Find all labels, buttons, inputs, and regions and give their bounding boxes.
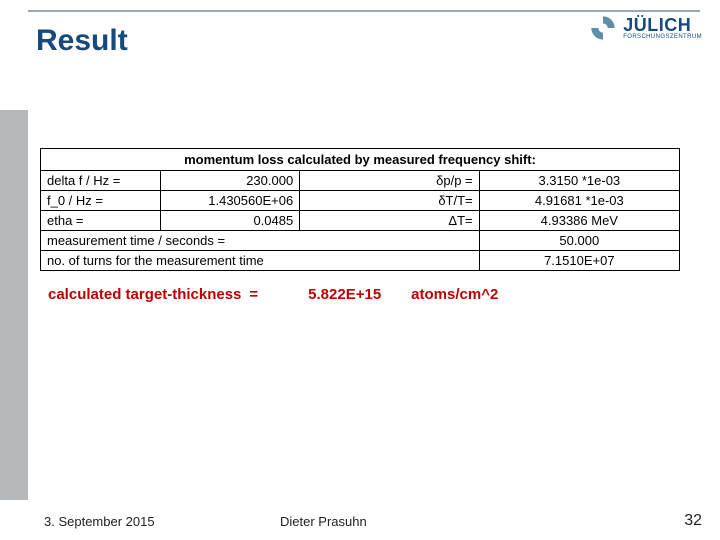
- cell-label: delta f / Hz =: [41, 171, 161, 190]
- cell-value: 1.430560E+06: [161, 191, 301, 210]
- org-logo: JÜLICH FORSCHUNGSZENTRUM: [589, 14, 702, 42]
- cell-label: f_0 / Hz =: [41, 191, 161, 210]
- cell-label: ΔT=: [300, 211, 479, 230]
- table-row: f_0 / Hz = 1.430560E+06 δT/T= 4.91681 *1…: [41, 191, 679, 211]
- cell-value: 0.0485: [161, 211, 301, 230]
- cell-label: no. of turns for the measurement time: [41, 251, 480, 270]
- table-header: momentum loss calculated by measured fre…: [41, 149, 679, 171]
- table-row: no. of turns for the measurement time 7.…: [41, 251, 679, 270]
- cell-label: δT/T=: [300, 191, 479, 210]
- cell-value: 7.1510E+07: [480, 251, 679, 270]
- footer-page-number: 32: [684, 512, 702, 530]
- cell-value: 4.93386 MeV: [480, 211, 679, 230]
- table-row: etha = 0.0485 ΔT= 4.93386 MeV: [41, 211, 679, 231]
- cell-value: 4.91681 *1e-03: [480, 191, 679, 210]
- result-eq: =: [249, 286, 258, 303]
- cell-label: δp/p =: [300, 171, 479, 190]
- table-row: delta f / Hz = 230.000 δp/p = 3.3150 *1e…: [41, 171, 679, 191]
- footer-date: 3. September 2015: [44, 514, 155, 529]
- cell-value: 230.000: [161, 171, 301, 190]
- cell-value: 50.000: [480, 231, 679, 250]
- result-line: calculated target-thickness = 5.822E+15 …: [48, 286, 680, 303]
- slide-footer: 3. September 2015 Dieter Prasuhn 32: [0, 502, 720, 540]
- table-row: measurement time / seconds = 50.000: [41, 231, 679, 251]
- julich-logo-icon: [589, 14, 617, 42]
- logo-text-main: JÜLICH: [623, 16, 702, 34]
- data-table: momentum loss calculated by measured fre…: [40, 148, 680, 271]
- page-title: Result: [36, 24, 128, 58]
- result-unit: atoms/cm^2: [411, 286, 498, 303]
- logo-text-sub: FORSCHUNGSZENTRUM: [623, 34, 702, 40]
- left-sidebar-decor: [0, 110, 28, 500]
- cell-value: 3.3150 *1e-03: [480, 171, 679, 190]
- cell-label: measurement time / seconds =: [41, 231, 480, 250]
- result-label: calculated target-thickness: [48, 286, 241, 303]
- result-value: 5.822E+15: [308, 286, 381, 303]
- header-divider: [28, 10, 700, 12]
- footer-author: Dieter Prasuhn: [280, 514, 367, 529]
- cell-label: etha =: [41, 211, 161, 230]
